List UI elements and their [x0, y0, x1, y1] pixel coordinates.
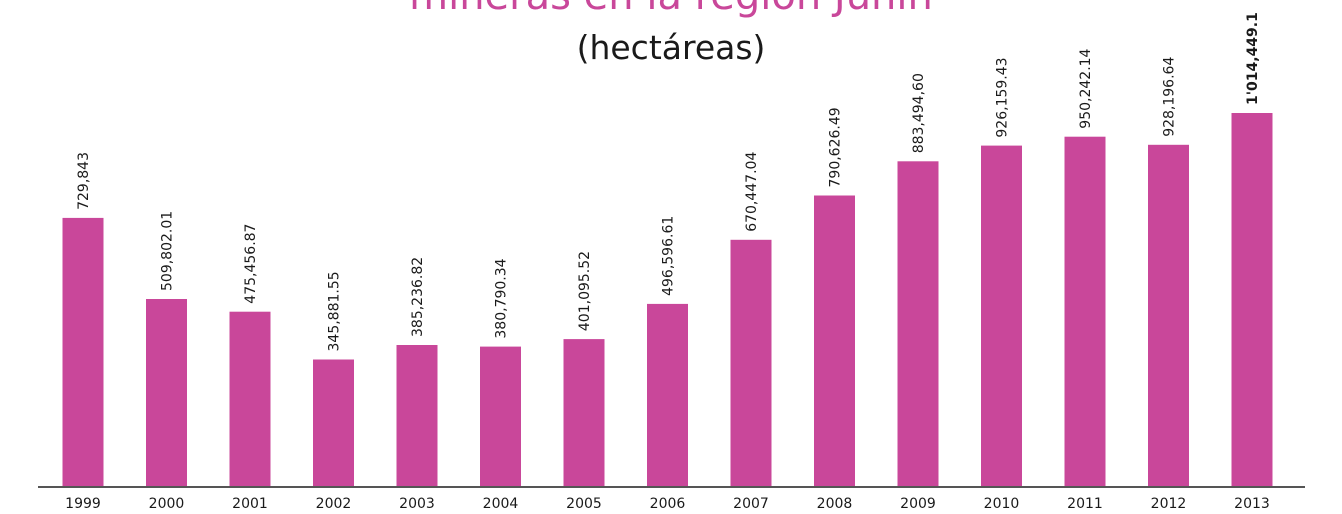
data-label: 401,095.52: [577, 251, 593, 331]
data-label: 345,881.55: [327, 271, 343, 351]
x-tick-label: 2000: [149, 496, 185, 512]
x-tick-label: 2008: [817, 496, 853, 512]
bar: [396, 345, 438, 487]
bar: [814, 195, 855, 487]
x-tick-label: 2010: [984, 496, 1020, 512]
data-label: 509,802.01: [160, 211, 176, 291]
x-tick-label: 2012: [1151, 496, 1187, 512]
bar: [1064, 136, 1106, 487]
data-label: 1'014,449.1: [1245, 12, 1261, 105]
bar: [730, 239, 772, 487]
x-tick-label: 2006: [650, 496, 686, 512]
x-tick-label: 2002: [316, 496, 352, 512]
x-tick-label: 2004: [483, 496, 519, 512]
data-label: 670,447.04: [744, 152, 760, 232]
bar: [647, 303, 688, 487]
data-label: 475,456.87: [243, 224, 259, 304]
x-tick-label: 2009: [900, 496, 936, 512]
x-tick-label: 2003: [399, 496, 435, 512]
bar: [313, 359, 354, 487]
bar: [1148, 144, 1189, 488]
bar: [146, 299, 187, 487]
x-tick-label: 1999: [65, 496, 101, 512]
data-label: 790,626.49: [828, 107, 844, 187]
data-label: 496,596.61: [661, 216, 677, 296]
x-tick-label: 2011: [1067, 496, 1103, 512]
data-label: 385,236.82: [410, 257, 426, 337]
x-tick-label: 2005: [566, 496, 602, 512]
chart-subtitle-units: (hectáreas): [576, 28, 766, 67]
x-tick-label: 2013: [1234, 496, 1270, 512]
data-label: 883,494,60: [911, 73, 927, 153]
bar: [62, 217, 104, 487]
chart-title: mineras en la región Junín: [0, 0, 1342, 16]
bar: [563, 339, 605, 487]
bar: [480, 346, 521, 487]
bar: [1231, 113, 1273, 487]
data-label: 729,843: [76, 152, 92, 210]
x-tick-label: 2001: [232, 496, 268, 512]
data-label: 950,242.14: [1078, 48, 1094, 128]
data-label: 380,790.34: [494, 258, 510, 338]
bar: [981, 145, 1022, 487]
data-label: 928,196.64: [1162, 57, 1178, 137]
bar: [229, 311, 271, 487]
x-tick-label: 2007: [733, 496, 769, 512]
data-label: 926,159.43: [995, 57, 1011, 137]
bar: [897, 161, 939, 488]
